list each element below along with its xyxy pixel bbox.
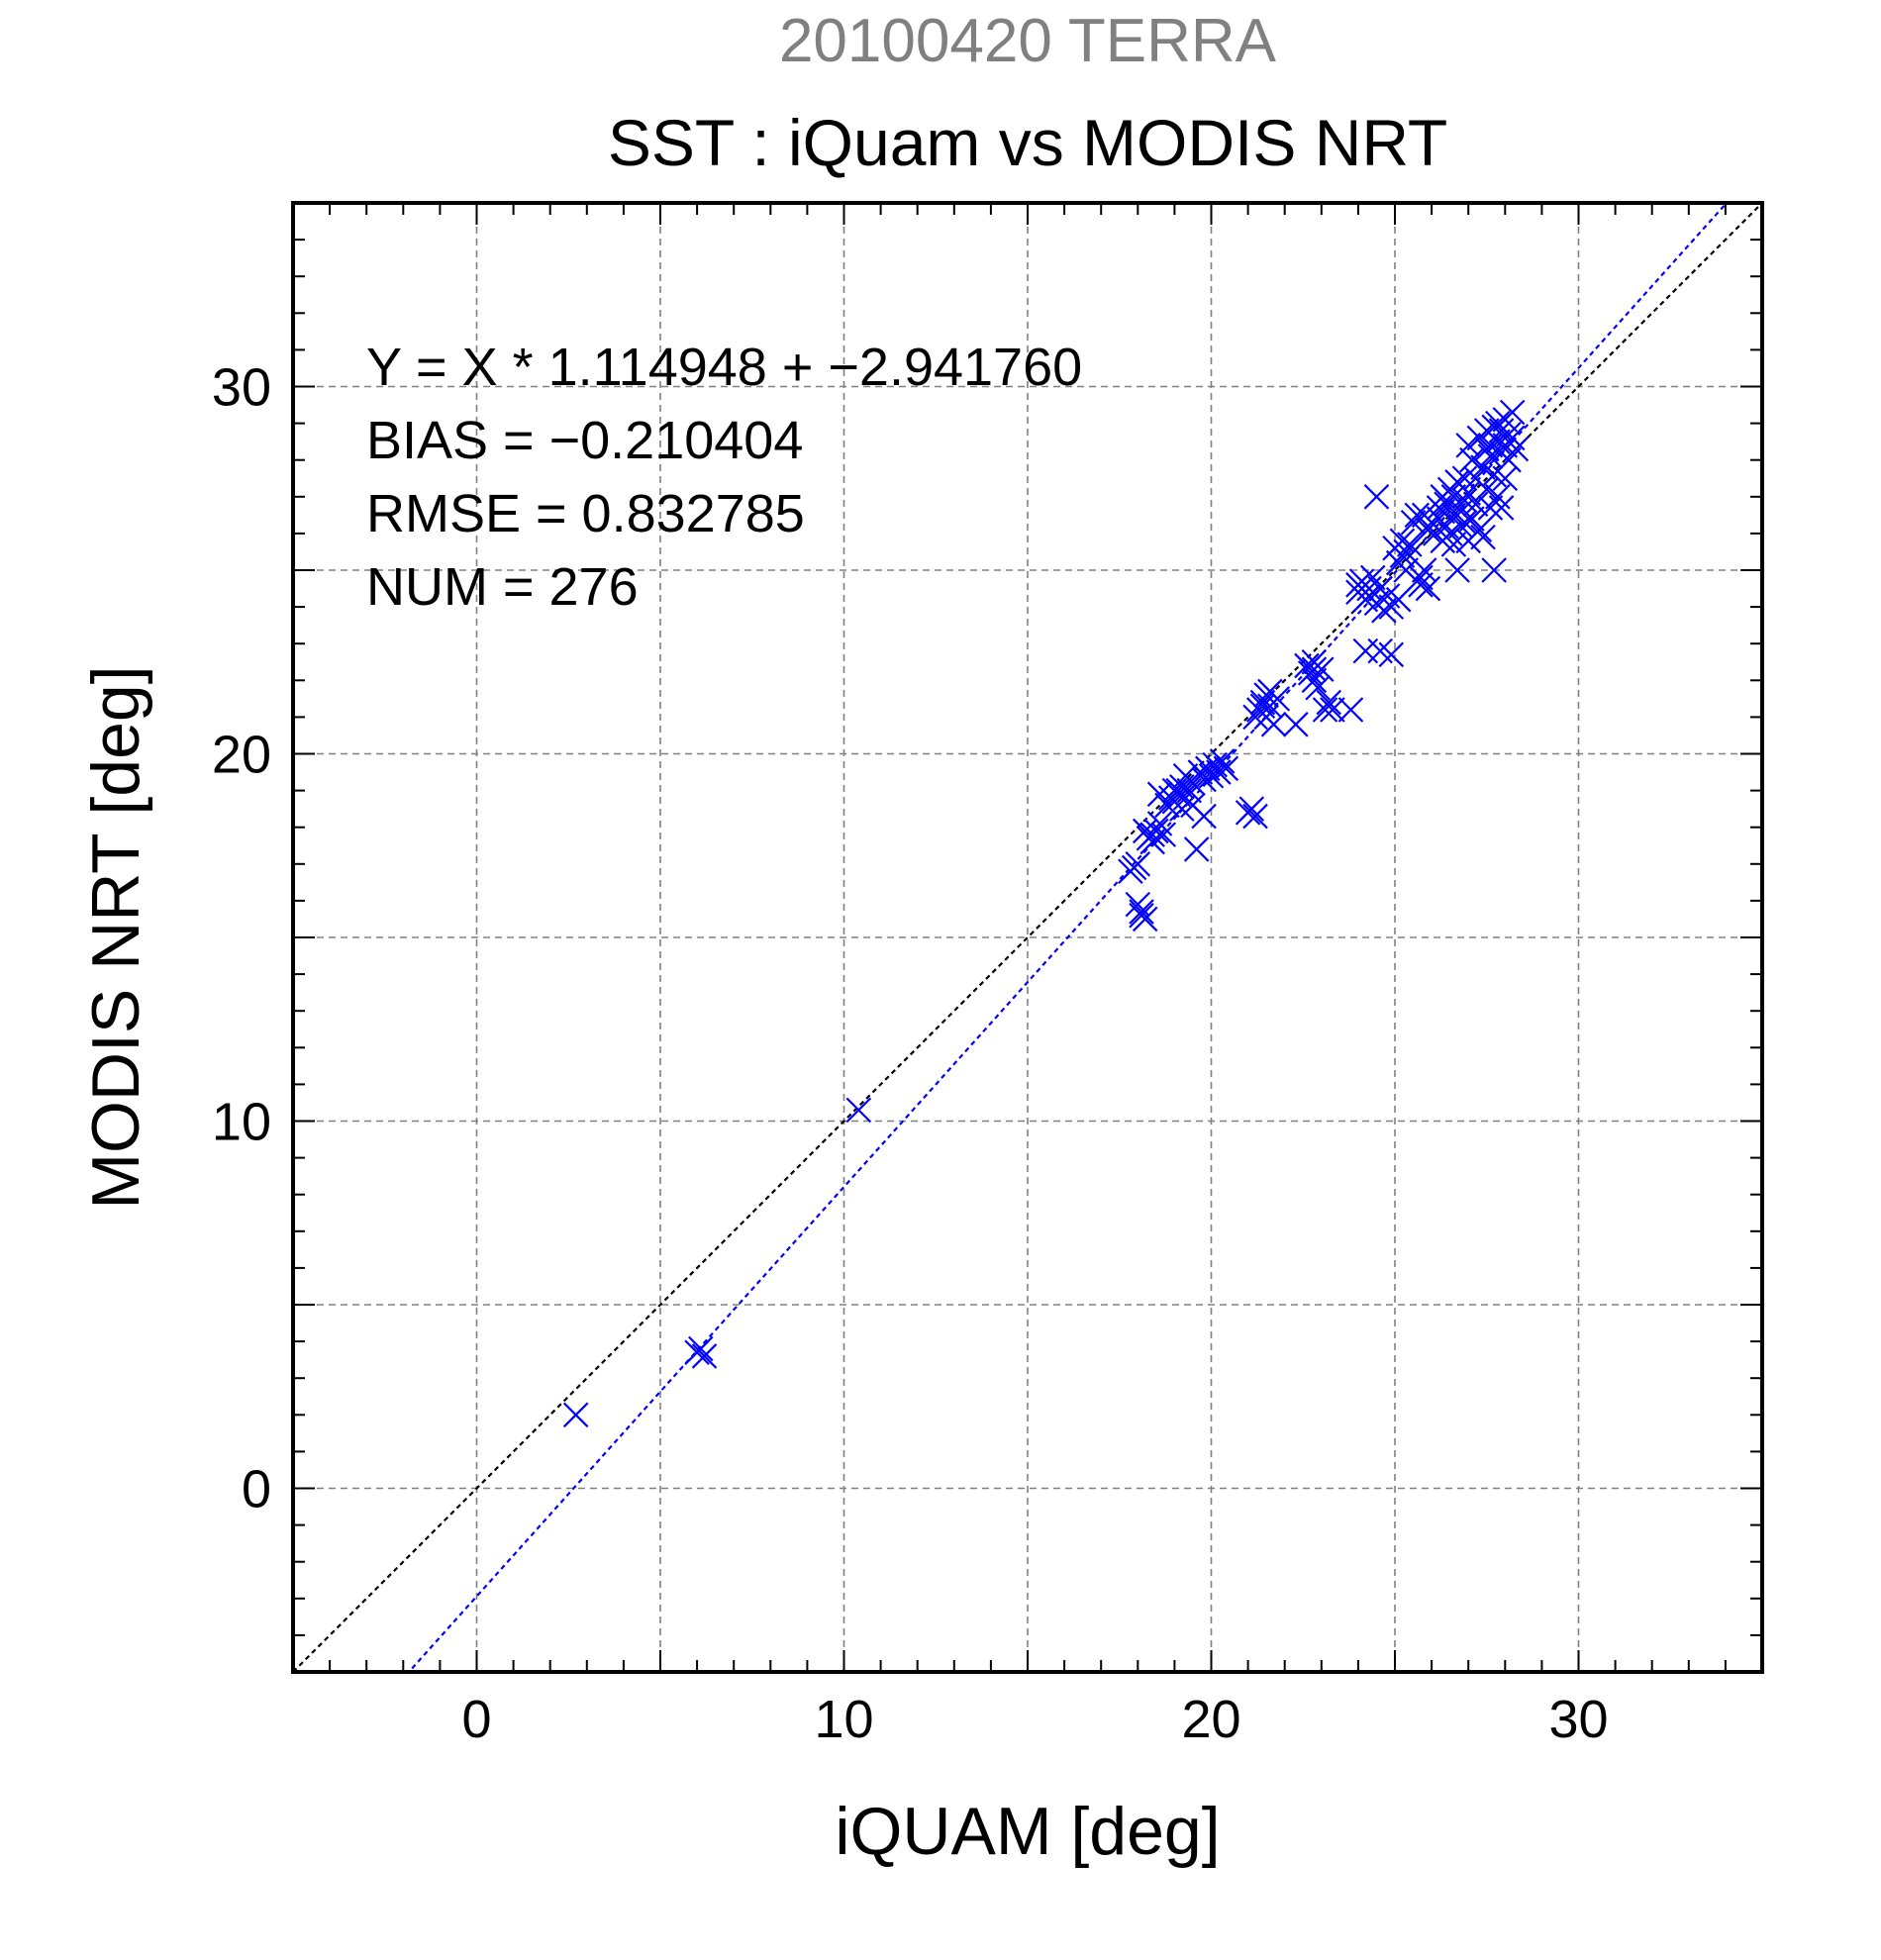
data-point (1316, 689, 1341, 716)
x-tick-label: 0 (461, 1690, 491, 1749)
data-point (1129, 899, 1154, 925)
grid-lines (293, 203, 1762, 1672)
data-point (1415, 517, 1441, 542)
data-point (1309, 656, 1335, 682)
data-point (1283, 712, 1309, 737)
data-point (1378, 641, 1405, 668)
data-point (1264, 686, 1291, 712)
data-point (1249, 693, 1276, 720)
x-tick-label: 10 (814, 1690, 873, 1749)
data-point (1499, 399, 1526, 426)
data-point (1415, 575, 1441, 602)
data-point (1466, 517, 1493, 542)
fit-line (407, 203, 1729, 1672)
data-point (1183, 836, 1210, 862)
data-point (1150, 822, 1177, 847)
data-point (1485, 410, 1511, 437)
stats-rmse: RMSE = 0.832785 (366, 484, 805, 543)
data-point (1481, 557, 1507, 583)
data-point (1238, 796, 1265, 822)
x-tick-label: 30 (1548, 1690, 1608, 1749)
data-point (1470, 524, 1496, 550)
data-point (1477, 433, 1504, 458)
data-point (1451, 465, 1478, 492)
data-point (1176, 777, 1203, 804)
data-point (1301, 656, 1328, 682)
data-point (1312, 697, 1338, 723)
y-tick-label: 0 (242, 1460, 271, 1519)
stats-num: NUM = 276 (366, 557, 639, 617)
data-point (1477, 495, 1504, 521)
stats-bias: BIAS = −0.210404 (366, 411, 803, 470)
data-points (562, 399, 1530, 1428)
data-point (1408, 572, 1434, 598)
stats-equation: Y = X * 1.114948 + −2.941760 (366, 338, 1082, 397)
data-point (1503, 436, 1530, 462)
data-point (1440, 532, 1467, 557)
data-point (1389, 542, 1416, 568)
data-point (1165, 777, 1191, 804)
data-point (1451, 509, 1478, 536)
data-point (1444, 557, 1470, 583)
data-point (1132, 906, 1158, 932)
data-point (845, 1097, 872, 1124)
x-axis-label: iQUAM [deg] (835, 1794, 1220, 1869)
data-point (1397, 532, 1423, 557)
data-point (1462, 491, 1489, 517)
data-point (1385, 586, 1412, 613)
data-point (1496, 446, 1522, 473)
data-point (1363, 484, 1390, 510)
stats-box: Y = X * 1.114948 + −2.941760 BIAS = −0.2… (366, 338, 1082, 617)
data-point (1209, 748, 1236, 774)
data-point (1242, 704, 1268, 731)
data-point (1294, 652, 1320, 679)
data-point (1249, 689, 1276, 716)
data-point (688, 1335, 714, 1362)
data-point (1459, 506, 1485, 532)
data-point (1301, 667, 1328, 694)
data-point (1125, 851, 1151, 877)
y-tick-label: 30 (212, 358, 271, 418)
data-point (562, 1402, 589, 1428)
data-point (1242, 803, 1268, 830)
tick-labels: 0 10 20 30 0 10 20 30 (212, 358, 1609, 1750)
data-point (691, 1343, 718, 1369)
data-point (1440, 484, 1467, 510)
data-point (1139, 822, 1165, 847)
y-tick-label: 20 (212, 726, 271, 785)
data-point (1191, 803, 1217, 830)
chart-supertitle: 20100420 TERRA (779, 7, 1277, 75)
y-tick-label: 10 (212, 1093, 271, 1152)
data-point (1400, 509, 1427, 536)
y-axis-label: MODIS NRT [deg] (78, 665, 153, 1209)
data-point (1337, 697, 1364, 723)
data-point (1345, 572, 1371, 598)
data-point (1320, 697, 1345, 723)
chart-title: SST : iQuam vs MODIS NRT (608, 106, 1447, 179)
data-point (1430, 498, 1456, 525)
data-point (1488, 495, 1515, 521)
data-point (1408, 564, 1434, 591)
plot-frame (291, 201, 1764, 1674)
data-point (1260, 712, 1287, 737)
x-tick-label: 20 (1181, 1690, 1240, 1749)
data-point (1213, 755, 1239, 782)
